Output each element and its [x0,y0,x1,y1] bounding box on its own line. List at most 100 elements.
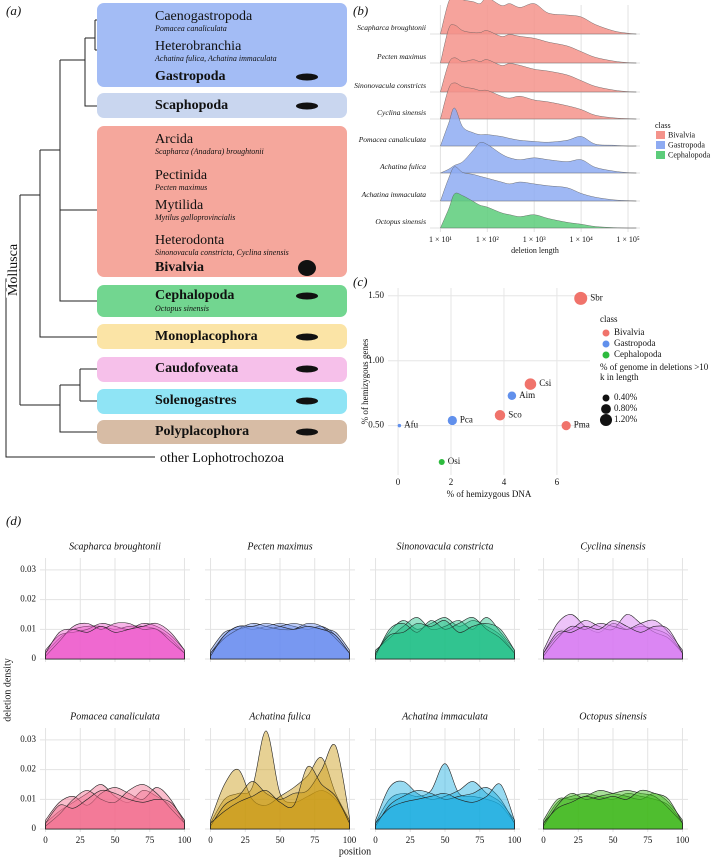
x-tick-label: 1 × 10⁵ [616,235,640,244]
clade-name: Heterobranchia [155,39,242,54]
density-curve [45,784,185,830]
y-tick-label: 0.01 [20,623,36,633]
x-tick-label: 100 [343,835,357,845]
density-curve [45,787,185,830]
clade-box [97,389,347,414]
silhouette-icon [296,73,318,81]
panel-title: Cyclina sinensis [580,541,645,552]
ridge-label: Pecten maximus [377,51,426,61]
density-curve [543,793,683,830]
species-name: Achatina fulica, Achatina immaculata [154,54,277,63]
density-curve [210,623,350,660]
density-curve [45,622,185,660]
panel-label: (b) [353,3,368,18]
point-label: Pca [460,415,473,425]
x-tick-label: 1 × 10⁴ [569,235,593,244]
silhouette-icon [296,365,318,373]
x-tick-label: 50 [609,835,619,845]
panel-title: Scapharca broughtonii [69,541,161,552]
clade-name: Mytilida [155,198,204,213]
panel-title: Achatina fulica [248,711,310,722]
y-tick-label: 0.02 [20,594,36,604]
density-curve [45,789,185,830]
silhouette-icon [296,397,318,405]
ridge-label: Pomacea canaliculata [358,134,426,144]
point [561,421,571,431]
panel-title: Achatina immaculata [401,711,488,722]
point [574,291,588,305]
legend-title: class [600,314,618,324]
panel-label: (a) [6,3,21,18]
ridge [440,192,637,229]
clade-box [97,3,347,87]
silhouette-icon [296,292,318,300]
point-label: Afu [404,420,418,430]
point-label: Pma [574,420,590,430]
species-name: Sinonovacula constricta, Cyclina sinensi… [155,248,289,257]
species-name: Octopus sinensis [155,304,209,313]
ridge-label: Scapharca broughtonii [357,22,426,32]
x-tick-label: 2 [449,477,454,487]
legend-title: class [655,121,671,130]
density-curve [543,614,683,660]
species-name: Pomacea canaliculata [154,24,227,33]
y-tick-label: 1.00 [368,355,384,365]
root-label: Mollusca [6,243,21,296]
size-legend-marker [599,413,613,427]
x-tick-label: 75 [310,835,320,845]
density-curve [210,730,350,830]
legend-label: Cephalopoda [668,150,711,159]
ridge [440,142,637,174]
x-tick-label: 50 [276,835,286,845]
x-tick-label: 0 [208,835,213,845]
species-name: Scapharca (Anadara) broughtonii [155,147,264,156]
ridge-label: Octopus sinensis [375,216,426,226]
x-tick-label: 0 [43,835,48,845]
clade-name: Caenogastropoda [155,9,253,24]
point [524,378,537,390]
size-legend-marker [602,394,610,402]
clade-name: Pectinida [155,168,208,183]
ridge [440,0,637,35]
x-tick-label: 25 [574,835,584,845]
group-name: Monoplacophora [155,329,258,344]
species-name: Pecten maximus [154,183,207,192]
density-curve [210,622,350,660]
size-legend-label: 1.20% [614,414,638,424]
point [507,391,517,401]
density-curve [45,784,185,830]
x-axis-label: % of hemizygous DNA [447,489,532,499]
clade-box [97,285,347,317]
point-label: Sco [508,409,522,419]
density-curve [543,790,683,830]
clade-name: Arcida [155,132,194,147]
y-tick-label: 1.50 [368,290,384,300]
size-legend-title: % of genome in deletions >10 k in length [600,362,709,382]
point [447,415,457,426]
clade-box [97,324,347,349]
density-curve [543,789,683,830]
x-tick-label: 0 [541,835,546,845]
group-name: Gastropoda [155,69,226,84]
x-tick-label: 75 [475,835,485,845]
density-curve [375,780,515,830]
group-name: Solenogastres [155,393,237,408]
density-curve [45,625,185,660]
x-tick-label: 50 [111,835,121,845]
legend-marker [602,351,610,359]
x-tick-label: 6 [555,477,560,487]
y-tick-label: 0.03 [20,564,36,574]
point [438,459,445,466]
legend-marker [602,340,610,348]
x-tick-label: 75 [643,835,653,845]
panel-title: Pecten maximus [246,541,312,552]
density-curve [210,757,350,830]
density-curve [543,620,683,660]
density-curve [375,617,515,660]
legend-label: Gastropoda [614,338,656,348]
x-axis-label: deletion length [511,246,559,255]
silhouette-icon [298,260,316,276]
point-label: Csi [539,378,552,388]
y-tick-label: 0.50 [368,420,384,430]
